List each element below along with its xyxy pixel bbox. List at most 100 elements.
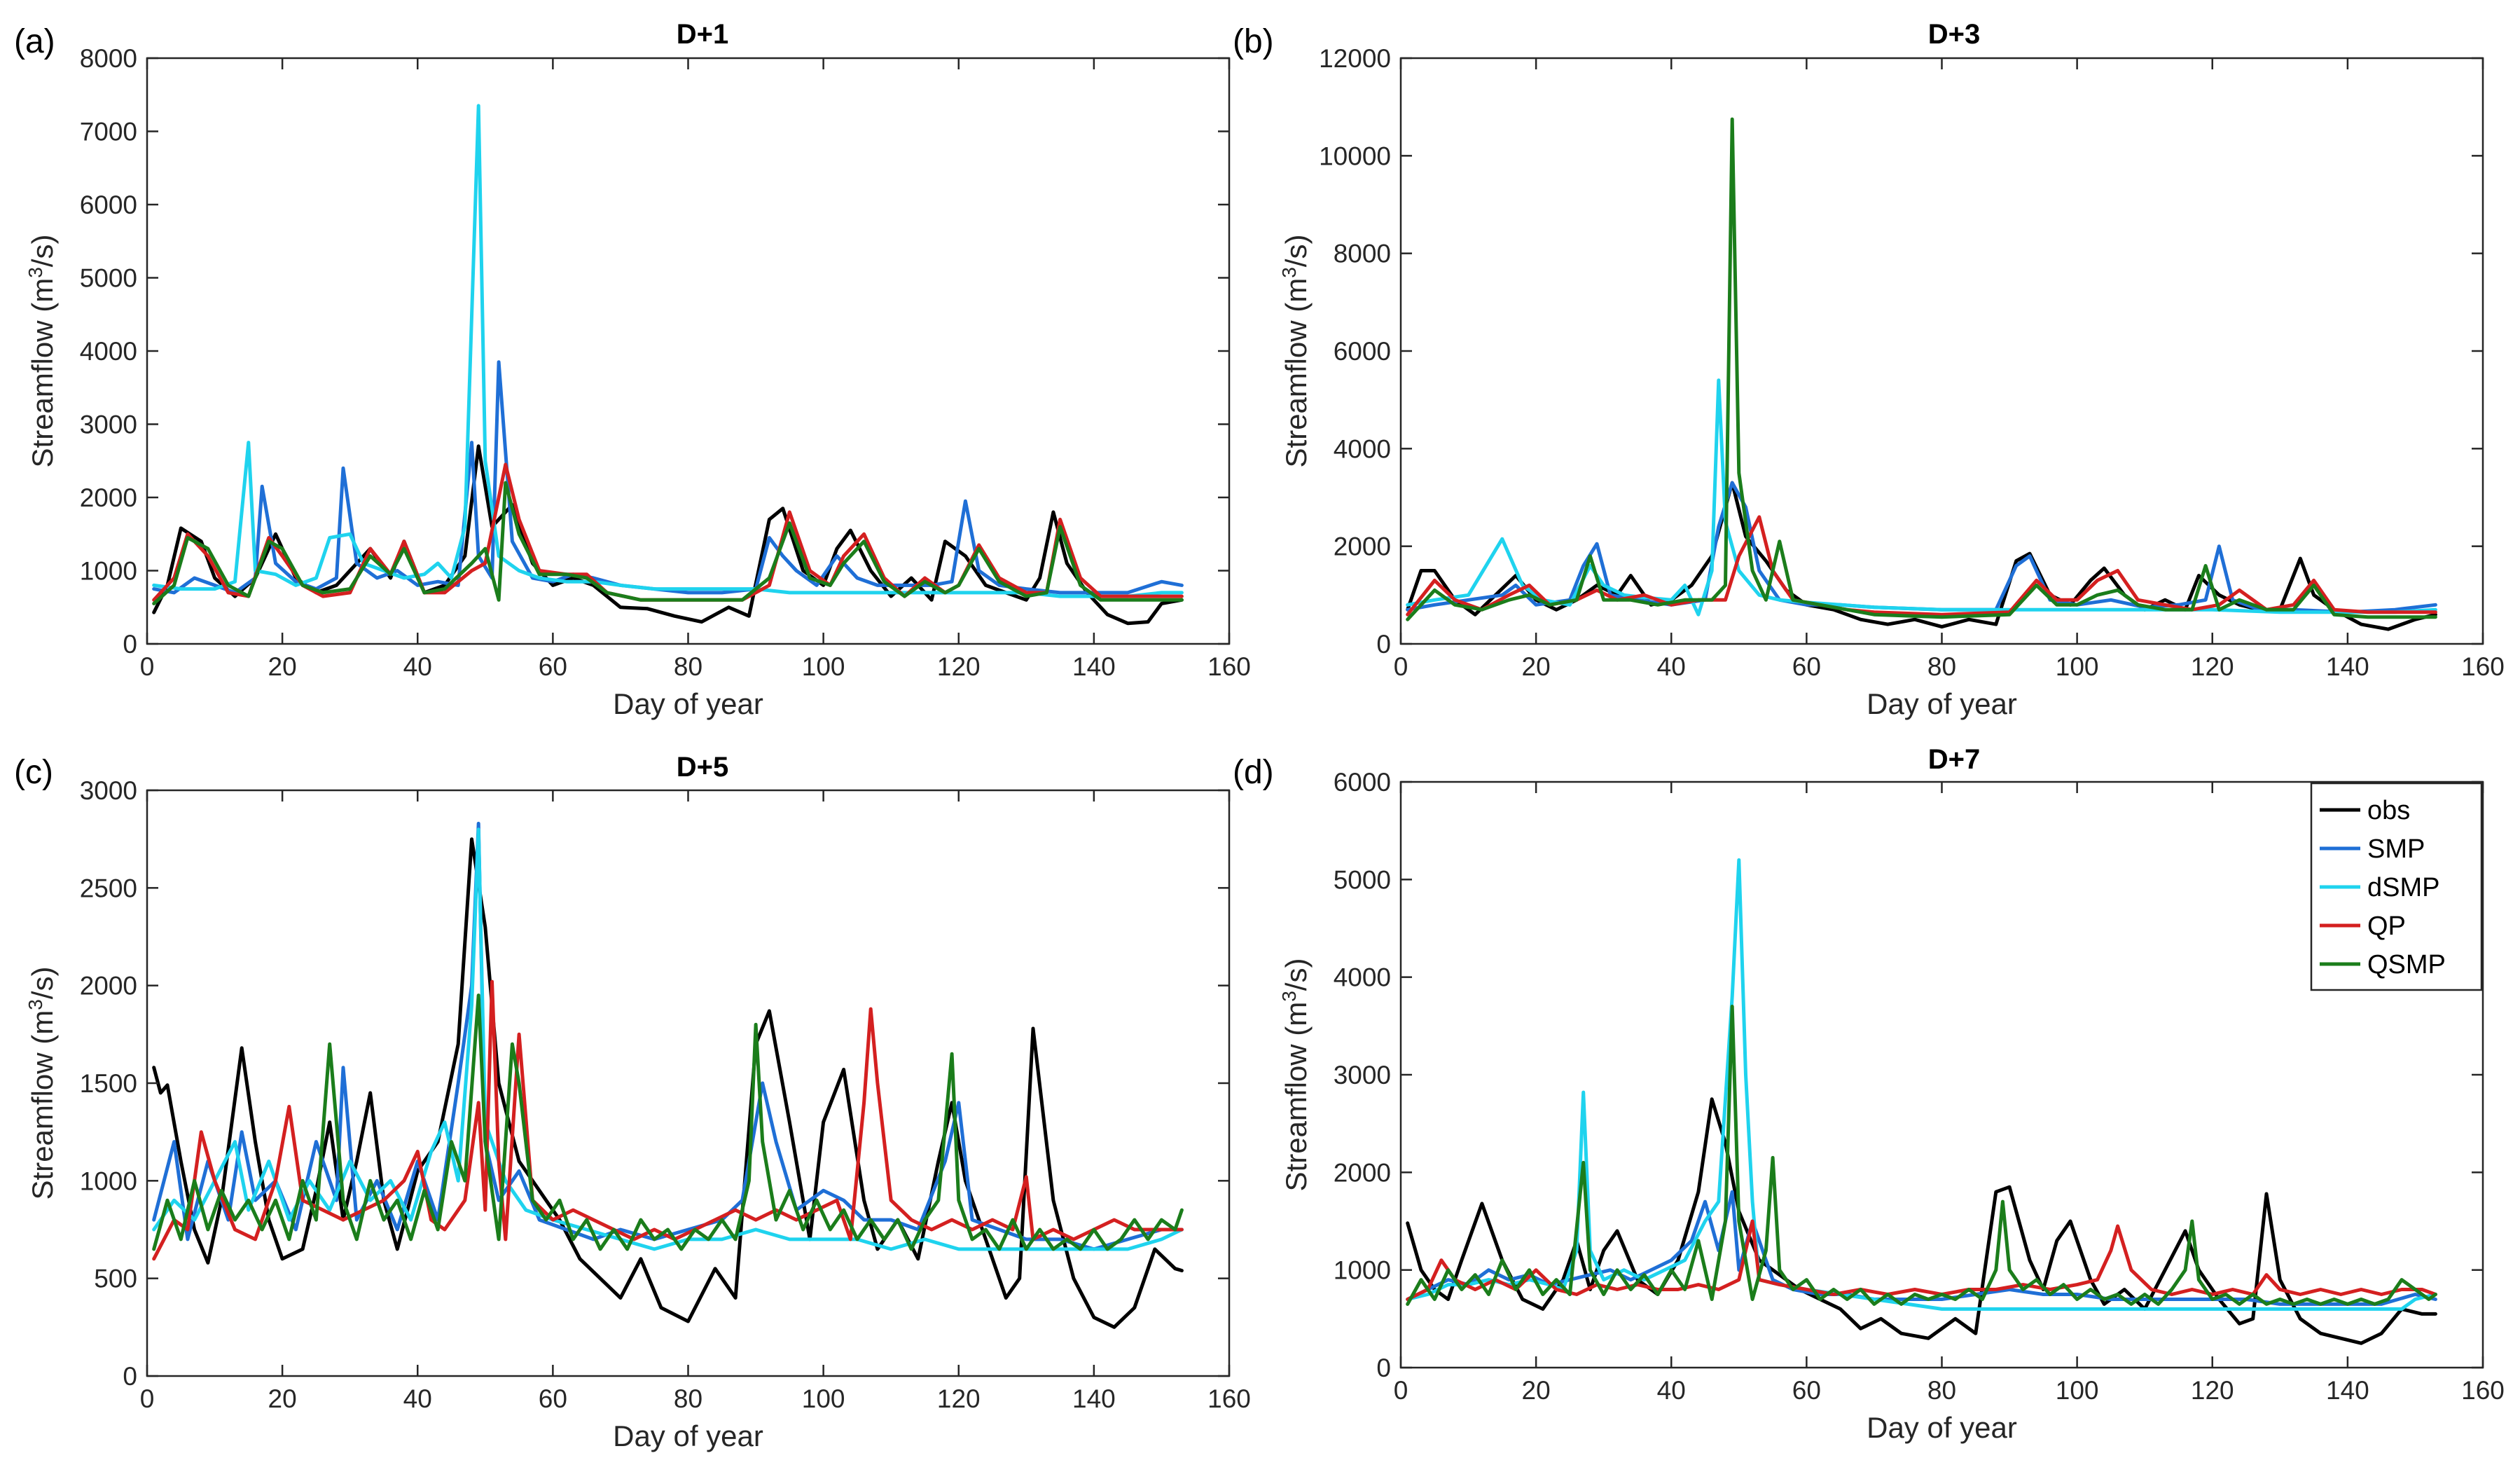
- x-tick-label: 160: [2461, 652, 2505, 681]
- x-tick-label: 140: [2326, 652, 2369, 681]
- y-tick-label: 0: [123, 1362, 137, 1391]
- x-tick-label: 0: [140, 652, 155, 681]
- x-tick-label: 20: [1522, 1376, 1551, 1405]
- x-axis-label: Day of year: [613, 687, 763, 720]
- y-tick-label: 3000: [80, 776, 137, 805]
- y-axis-label: Streamflow (m3/s): [25, 235, 60, 468]
- y-tick-label: 4000: [80, 337, 137, 366]
- legend-label-smp: SMP: [2367, 834, 2425, 864]
- x-tick-label: 160: [1207, 1384, 1251, 1413]
- y-axis-label-tail: /s): [26, 967, 59, 1000]
- x-tick-label: 140: [2326, 1376, 2369, 1405]
- y-axis-label-main: Streamflow (m: [26, 1010, 59, 1200]
- panel-letter: (c): [14, 754, 53, 791]
- y-tick-label: 2500: [80, 874, 137, 902]
- y-tick-label: 1000: [80, 557, 137, 586]
- y-tick-label: 3000: [1334, 1061, 1391, 1089]
- panel-d: 0 20 40 60 80 100 120 140 160 0 1000 2000 3000 4000 50…: [1233, 744, 2505, 1444]
- series-line-obs: [1406, 1097, 2437, 1345]
- legend-label-obs: obs: [2367, 796, 2410, 825]
- y-tick-label: 4000: [1334, 963, 1391, 992]
- y-axis-label-main: Streamflow (m: [1280, 1002, 1313, 1192]
- y-tick-label: 1500: [80, 1069, 137, 1098]
- x-tick-label: 40: [403, 652, 432, 681]
- y-tick-label: 4000: [1334, 434, 1391, 463]
- x-tick-label: 120: [937, 652, 981, 681]
- x-tick-label: 0: [1394, 652, 1408, 681]
- panel-title: D+3: [1928, 19, 1981, 50]
- x-tick-label: 80: [674, 1384, 702, 1413]
- series-line-qsmp: [152, 481, 1184, 605]
- panel-b: 0 20 40 60 80 100 120 140 160 0 2000 4000 6000 8000 10…: [1233, 19, 2505, 720]
- x-tick-label: 60: [1792, 1376, 1821, 1405]
- y-tick-label: 8000: [80, 44, 137, 73]
- y-tick-label: 2000: [80, 972, 137, 1000]
- x-tick-label: 0: [1394, 1376, 1408, 1405]
- y-tick-label: 6000: [80, 191, 137, 219]
- panel-title: D+5: [677, 752, 729, 783]
- y-axis-label-sup: 3: [25, 999, 46, 1010]
- panel-title: D+1: [677, 19, 729, 50]
- x-tick-label: 60: [539, 1384, 567, 1413]
- series-line-qsmp: [1406, 117, 2437, 621]
- panel-letter: (b): [1233, 23, 1274, 60]
- x-tick-label: 100: [2056, 652, 2099, 681]
- series-group: [152, 821, 1184, 1329]
- panel-letter: (d): [1233, 754, 1274, 791]
- y-tick-label: 12000: [1319, 44, 1391, 73]
- x-tick-label: 140: [1072, 1384, 1116, 1413]
- series-line-dsmp: [152, 827, 1184, 1251]
- x-tick-label: 100: [802, 1384, 845, 1413]
- y-tick-label: 1000: [80, 1167, 137, 1195]
- y-tick-label: 5000: [1334, 865, 1391, 894]
- series-line-smp: [152, 360, 1184, 595]
- y-axis-label-tail: /s): [1280, 235, 1313, 268]
- x-tick-label: 120: [2191, 652, 2234, 681]
- y-tick-label: 5000: [80, 264, 137, 293]
- x-tick-label: 80: [1927, 1376, 1956, 1405]
- x-tick-label: 40: [403, 1384, 432, 1413]
- x-tick-label: 20: [268, 652, 297, 681]
- series-line-qp: [152, 979, 1184, 1261]
- y-axis-label-tail: /s): [26, 235, 59, 268]
- y-tick-label: 1000: [1334, 1256, 1391, 1285]
- series-group: [1406, 858, 2437, 1345]
- y-axis-label-sup: 3: [25, 267, 46, 278]
- y-axis-label: Streamflow (m3/s): [25, 967, 60, 1200]
- x-axis-label: Day of year: [1867, 687, 2017, 720]
- y-axis-label-main: Streamflow (m: [26, 278, 59, 468]
- x-tick-label: 100: [2056, 1376, 2099, 1405]
- series-line-dsmp: [1406, 378, 2437, 617]
- y-tick-label: 500: [94, 1265, 137, 1293]
- series-line-smp: [152, 821, 1184, 1251]
- y-tick-label: 2000: [1334, 532, 1391, 561]
- x-tick-label: 160: [2461, 1376, 2505, 1405]
- legend-label-qsmp: QSMP: [2367, 950, 2446, 979]
- y-tick-label: 0: [1376, 1354, 1391, 1382]
- panel-letter: (a): [14, 23, 55, 60]
- x-tick-label: 140: [1072, 652, 1116, 681]
- x-tick-label: 160: [1207, 652, 1251, 681]
- panel-a: 0 20 40 60 80 100 120 140 160 0 1000 2000 3000 4000 50…: [14, 19, 1251, 720]
- y-tick-label: 10000: [1319, 142, 1391, 170]
- y-axis-label: Streamflow (m3/s): [1278, 235, 1313, 468]
- x-tick-label: 120: [937, 1384, 981, 1413]
- y-axis-label: Streamflow (m3/s): [1278, 958, 1313, 1192]
- series-line-qsmp: [1406, 1005, 2437, 1306]
- axes-frame: [1399, 57, 2484, 645]
- y-tick-label: 2000: [80, 483, 137, 512]
- x-axis-label: Day of year: [613, 1419, 763, 1452]
- x-tick-label: 120: [2191, 1376, 2234, 1405]
- x-tick-label: 80: [674, 652, 702, 681]
- x-tick-label: 80: [1927, 652, 1956, 681]
- x-tick-label: 20: [1522, 652, 1551, 681]
- x-tick-label: 60: [539, 652, 567, 681]
- series-group: [1406, 117, 2437, 631]
- x-tick-label: 60: [1792, 652, 1821, 681]
- y-axis-label-tail: /s): [1280, 958, 1313, 991]
- y-tick-label: 3000: [80, 411, 137, 439]
- y-tick-label: 6000: [1334, 768, 1391, 797]
- x-tick-label: 0: [140, 1384, 155, 1413]
- y-tick-label: 2000: [1334, 1158, 1391, 1187]
